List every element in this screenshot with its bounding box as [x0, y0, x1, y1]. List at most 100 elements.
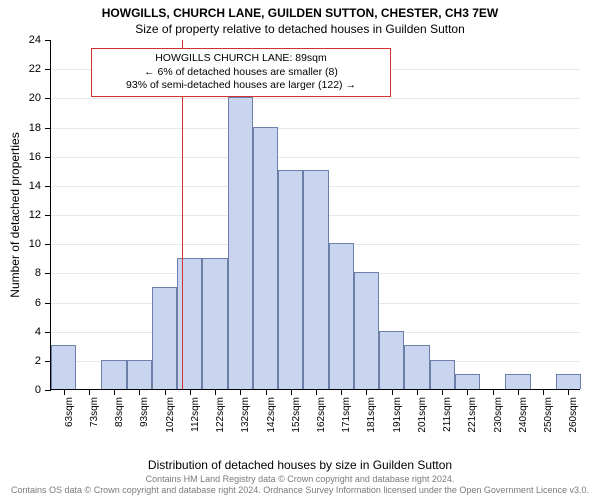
x-tick-label: 211sqm: [442, 397, 453, 432]
x-tick: [266, 389, 267, 395]
histogram-bar: [152, 287, 177, 389]
y-tick-label: 20: [29, 92, 41, 104]
y-tick-label: 4: [35, 326, 41, 338]
annotation-line-1: HOWGILLS CHURCH LANE: 89sqm: [100, 52, 382, 66]
y-tick-label: 18: [29, 122, 41, 134]
x-tick: [139, 389, 140, 395]
x-tick-label: 102sqm: [165, 397, 176, 433]
x-tick-label: 83sqm: [114, 397, 125, 427]
x-tick: [240, 389, 241, 395]
annotation-box: HOWGILLS CHURCH LANE: 89sqm ← 6% of deta…: [91, 48, 391, 97]
x-tick: [215, 389, 216, 395]
y-tick: [45, 303, 51, 304]
y-tick: [45, 69, 51, 70]
x-tick: [165, 389, 166, 395]
y-tick-label: 2: [35, 355, 41, 367]
property-size-histogram: HOWGILLS, CHURCH LANE, GUILDEN SUTTON, C…: [0, 0, 600, 500]
y-tick-label: 8: [35, 267, 41, 279]
y-tick-label: 6: [35, 297, 41, 309]
y-tick-label: 24: [29, 34, 41, 46]
footer-note: Contains HM Land Registry data © Crown c…: [0, 474, 600, 496]
x-tick-label: 250sqm: [543, 397, 554, 433]
x-tick: [64, 389, 65, 395]
x-tick: [518, 389, 519, 395]
y-tick-label: 22: [29, 63, 41, 75]
x-tick-label: 191sqm: [392, 397, 403, 433]
x-tick: [543, 389, 544, 395]
histogram-bar: [455, 374, 480, 389]
x-tick: [114, 389, 115, 395]
histogram-bar: [505, 374, 530, 389]
chart-title-sub: Size of property relative to detached ho…: [0, 22, 600, 36]
histogram-bar: [278, 170, 303, 389]
y-tick-label: 16: [29, 151, 41, 163]
histogram-bar: [430, 360, 455, 389]
histogram-bar: [228, 97, 253, 389]
x-tick: [568, 389, 569, 395]
x-tick: [190, 389, 191, 395]
x-tick-label: 112sqm: [190, 397, 201, 432]
histogram-bar: [556, 374, 581, 389]
y-tick: [45, 244, 51, 245]
plot-area: HOWGILLS CHURCH LANE: 89sqm ← 6% of deta…: [50, 40, 580, 390]
x-tick: [493, 389, 494, 395]
y-tick: [45, 128, 51, 129]
x-tick-label: 162sqm: [316, 397, 327, 433]
histogram-bar: [127, 360, 152, 389]
y-tick: [45, 186, 51, 187]
x-tick-label: 132sqm: [240, 397, 251, 433]
x-tick-label: 181sqm: [366, 397, 377, 433]
histogram-bar: [354, 272, 379, 389]
y-tick-label: 0: [35, 384, 41, 396]
y-tick-label: 10: [29, 238, 41, 250]
histogram-bar: [101, 360, 126, 389]
x-tick: [366, 389, 367, 395]
y-tick: [45, 215, 51, 216]
x-tick-label: 201sqm: [417, 397, 428, 433]
y-tick-label: 12: [29, 209, 41, 221]
histogram-bar: [404, 345, 429, 389]
x-tick-label: 230sqm: [493, 397, 504, 433]
histogram-bar: [329, 243, 354, 389]
grid-line: [51, 128, 580, 129]
x-tick: [89, 389, 90, 395]
y-tick: [45, 390, 51, 391]
x-tick-label: 63sqm: [64, 397, 75, 427]
y-tick: [45, 157, 51, 158]
y-tick: [45, 273, 51, 274]
histogram-bar: [253, 127, 278, 390]
x-tick-label: 142sqm: [266, 397, 277, 433]
x-tick-label: 93sqm: [139, 397, 150, 427]
grid-line: [51, 157, 580, 158]
x-tick: [392, 389, 393, 395]
grid-line: [51, 98, 580, 99]
histogram-bar: [379, 331, 404, 389]
x-tick: [291, 389, 292, 395]
footer-line-1: Contains HM Land Registry data © Crown c…: [0, 474, 600, 485]
x-tick-label: 122sqm: [215, 397, 226, 433]
x-tick: [341, 389, 342, 395]
x-tick-label: 260sqm: [568, 397, 579, 433]
footer-line-2: Contains OS data © Crown copyright and d…: [0, 485, 600, 496]
chart-title-main: HOWGILLS, CHURCH LANE, GUILDEN SUTTON, C…: [0, 6, 600, 20]
x-tick-label: 171sqm: [341, 397, 352, 433]
y-tick: [45, 332, 51, 333]
y-tick-label: 14: [29, 180, 41, 192]
x-tick-label: 152sqm: [291, 397, 302, 433]
x-axis-label: Distribution of detached houses by size …: [0, 458, 600, 472]
histogram-bar: [51, 345, 76, 389]
histogram-bar: [177, 258, 202, 389]
y-tick: [45, 40, 51, 41]
y-axis-label: Number of detached properties: [8, 132, 22, 297]
x-tick: [316, 389, 317, 395]
x-tick-label: 240sqm: [518, 397, 529, 433]
x-tick-label: 221sqm: [467, 397, 478, 433]
annotation-line-3: 93% of semi-detached houses are larger (…: [100, 79, 382, 93]
annotation-line-2: ← 6% of detached houses are smaller (8): [100, 66, 382, 80]
x-tick: [442, 389, 443, 395]
x-tick-label: 73sqm: [89, 397, 100, 427]
histogram-bar: [303, 170, 328, 389]
y-tick: [45, 98, 51, 99]
x-tick: [417, 389, 418, 395]
x-tick: [467, 389, 468, 395]
